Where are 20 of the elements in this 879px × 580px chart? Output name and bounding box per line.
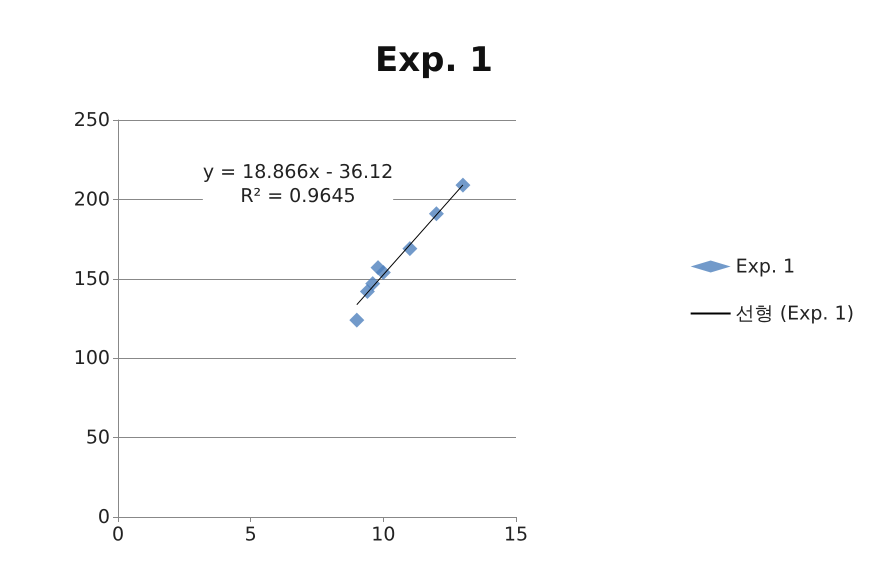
x-tick-label: 10: [371, 524, 396, 546]
annotation: y = 18.866x - 36.12 R² = 0.9645: [202, 161, 394, 207]
y-tick-label: 0: [98, 506, 110, 528]
y-tick-label: 250: [74, 109, 110, 131]
point: [402, 241, 418, 256]
point: [349, 312, 364, 328]
point: [455, 178, 470, 193]
x-tick-label: 5: [244, 524, 257, 546]
y-tick-label: 50: [86, 426, 110, 449]
point: [376, 264, 391, 280]
x-tick-label: 0: [112, 524, 124, 546]
point: [365, 276, 380, 292]
y-tick-label: 200: [74, 188, 110, 210]
y-tick-label: 150: [74, 268, 110, 290]
x-tick-label: 15: [504, 524, 528, 546]
y-tick-label: 100: [74, 347, 110, 370]
point: [428, 206, 444, 222]
chart-title: Exp. 1: [375, 40, 493, 80]
legend-label: Exp. 1: [736, 256, 796, 278]
legend-label: 선형 (Exp. 1): [736, 302, 854, 324]
